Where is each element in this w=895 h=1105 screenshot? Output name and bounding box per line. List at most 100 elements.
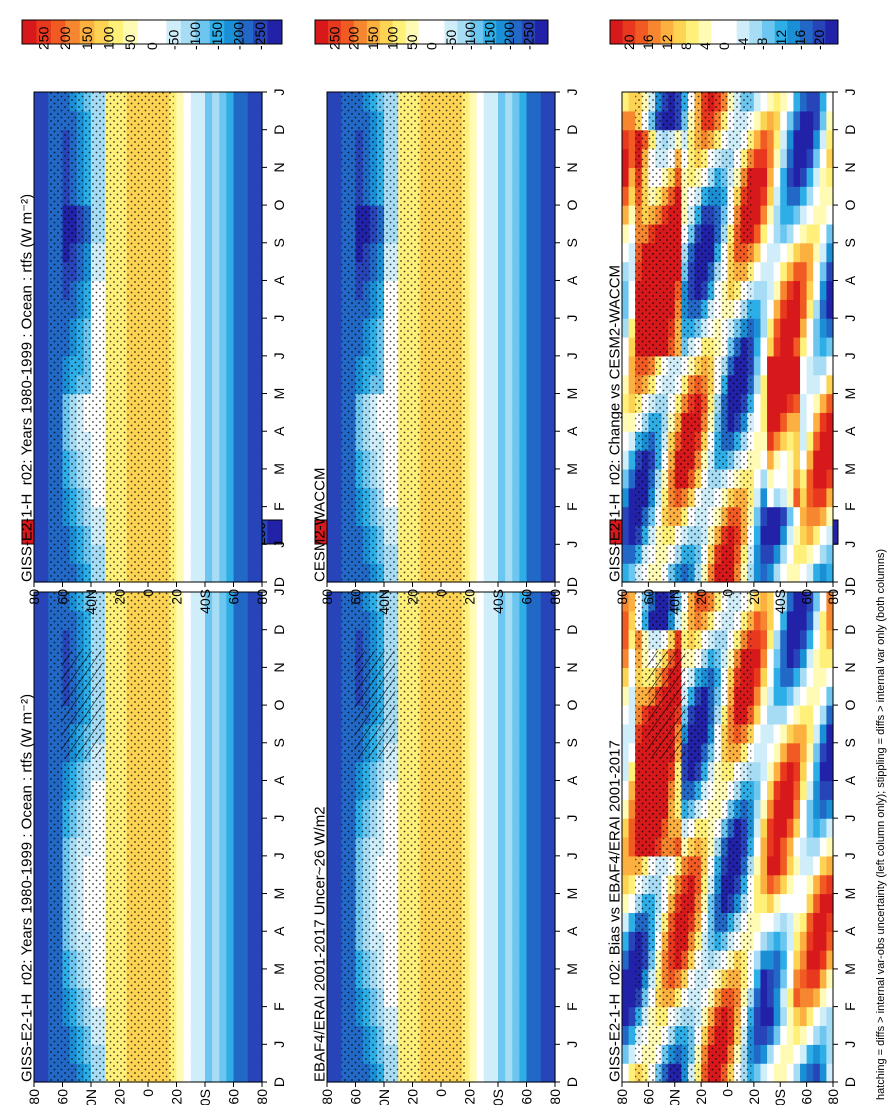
heatmap-cell xyxy=(505,374,513,395)
heatmap-cell xyxy=(498,129,506,150)
heatmap-cell xyxy=(254,968,263,989)
heatmap-cell xyxy=(205,1025,213,1045)
lat-tick-label: 60 xyxy=(347,1089,363,1105)
heatmap-cell xyxy=(469,723,478,744)
heatmap-cell xyxy=(628,742,636,763)
heatmap-cell xyxy=(760,931,768,951)
heatmap-cell xyxy=(327,818,335,838)
heatmap-cell xyxy=(806,1025,814,1045)
heatmap-cell xyxy=(512,1006,520,1027)
heatmap-cell xyxy=(183,723,192,744)
heatmap-cell xyxy=(334,968,342,989)
heatmap-cell xyxy=(34,205,42,225)
heatmap-cell xyxy=(219,92,227,112)
heatmap-cell xyxy=(240,855,249,876)
heatmap-cell xyxy=(760,950,768,970)
heatmap-cell xyxy=(760,648,768,668)
heatmap-cell xyxy=(327,167,335,187)
heatmap-cell xyxy=(628,318,636,338)
heatmap-cell xyxy=(226,355,235,376)
heatmap-cell xyxy=(760,987,768,1008)
colorbar-swatch xyxy=(610,520,624,544)
heatmap-cell xyxy=(547,1044,556,1064)
month-tick-label: A xyxy=(271,926,287,936)
heatmap-cell xyxy=(41,506,49,527)
heatmap-cell xyxy=(526,261,535,282)
heatmap-cell xyxy=(540,110,549,131)
heatmap-cell xyxy=(547,648,556,668)
heatmap-cell xyxy=(219,931,227,951)
heatmap-cell xyxy=(334,629,342,650)
heatmap-cell xyxy=(505,318,513,338)
heatmap-cell xyxy=(519,1025,528,1045)
heatmap-cell xyxy=(780,723,788,744)
heatmap-cell xyxy=(247,874,256,895)
heatmap-cell xyxy=(334,761,342,782)
heatmap-cell xyxy=(41,912,49,932)
lat-tick-label: 80 xyxy=(254,589,270,605)
heatmap-cell xyxy=(233,544,242,564)
heatmap-cell xyxy=(490,761,499,782)
heatmap-cell xyxy=(254,242,263,263)
heatmap-cell xyxy=(183,563,192,583)
heatmap-cell xyxy=(197,629,206,650)
heatmap-cell xyxy=(483,544,492,564)
colorbar-swatch xyxy=(238,20,254,44)
heatmap-cell xyxy=(780,855,788,876)
heatmap-cell xyxy=(826,912,834,932)
heatmap-cell xyxy=(334,799,342,819)
heatmap-cell xyxy=(540,780,549,800)
heatmap-cell xyxy=(760,742,768,763)
month-tick-label: J xyxy=(271,315,287,322)
heatmap-cell xyxy=(334,705,342,725)
heatmap-cell xyxy=(806,837,814,857)
heatmap-cell xyxy=(526,148,535,168)
heatmap-cell xyxy=(41,705,49,725)
heatmap-cell xyxy=(483,393,492,413)
heatmap-cell xyxy=(176,931,185,951)
heatmap-cell xyxy=(540,950,549,970)
heatmap-cell xyxy=(760,723,768,744)
heatmap-cell xyxy=(813,855,821,876)
heatmap-cell xyxy=(519,299,528,319)
heatmap-cell xyxy=(334,893,342,913)
heatmap-cell xyxy=(498,431,506,451)
heatmap-cell xyxy=(753,1044,762,1064)
heatmap-cell xyxy=(512,318,520,338)
heatmap-cell xyxy=(806,818,814,838)
heatmap-cell xyxy=(519,931,528,951)
heatmap-cell xyxy=(205,337,213,357)
heatmap-cell xyxy=(540,742,549,763)
heatmap-cell xyxy=(327,931,335,951)
heatmap-cell xyxy=(254,1063,263,1083)
heatmap-cell xyxy=(519,874,528,895)
heatmap-cell xyxy=(483,186,492,206)
heatmap-cell xyxy=(212,893,220,913)
heatmap-cell xyxy=(547,987,556,1008)
heatmap-cell xyxy=(483,855,492,876)
colorbar-swatch xyxy=(166,20,182,44)
heatmap-cell xyxy=(247,506,256,527)
heatmap-cell xyxy=(526,205,535,225)
lat-tick-label: 40S xyxy=(772,1089,788,1105)
month-tick-label: J xyxy=(564,852,580,859)
lat-tick-label: 20 xyxy=(693,1089,709,1105)
heatmap-cell xyxy=(327,629,335,650)
heatmap-cell xyxy=(519,205,528,225)
heatmap-cell xyxy=(628,525,636,545)
heatmap-cell xyxy=(512,799,520,819)
heatmap-cell xyxy=(498,487,506,508)
heatmap-cell xyxy=(233,393,242,413)
heatmap-cell xyxy=(628,931,636,951)
heatmap-cell xyxy=(41,592,49,612)
colorbar-swatch xyxy=(224,20,240,44)
heatmap-cell xyxy=(247,610,256,631)
heatmap-cell xyxy=(512,893,520,913)
heatmap-cell xyxy=(254,374,263,395)
heatmap-cell xyxy=(240,299,249,319)
heatmap-cell xyxy=(34,742,42,763)
heatmap-cell xyxy=(469,337,478,357)
month-tick-label: J xyxy=(564,89,580,96)
heatmap-cell xyxy=(41,92,49,112)
heatmap-cell xyxy=(476,412,485,432)
